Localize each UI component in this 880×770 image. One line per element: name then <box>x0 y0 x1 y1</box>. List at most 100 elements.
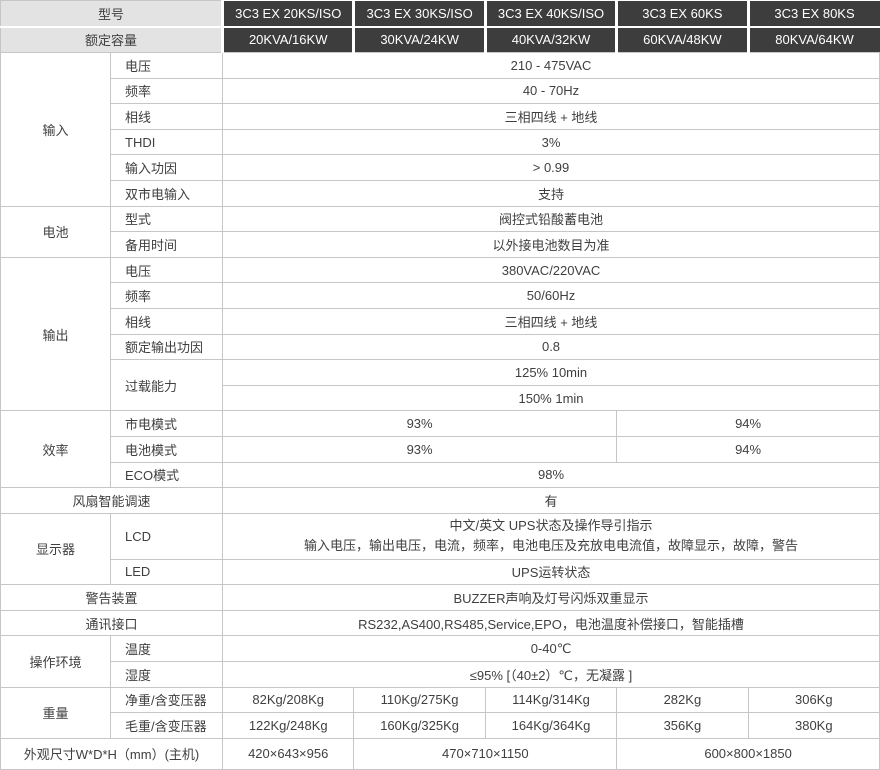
spec-value: 150% 1min <box>222 384 880 412</box>
spec-label: 相线 <box>109 103 224 130</box>
spec-label: 型式 <box>109 205 224 233</box>
spec-value: 93% <box>222 435 618 463</box>
lcd-description: 中文/英文 UPS状态及操作导引指示 输入电压，输出电压，电流，频率，电池电压及… <box>222 512 880 560</box>
section-label-output: 输出 <box>0 256 111 412</box>
table-row: THDI 3% <box>1 128 880 156</box>
spec-label: 电压 <box>109 256 224 284</box>
weight-cell: 380Kg <box>747 712 880 739</box>
table-row: 湿度 ≤95% [（40±2）℃，无凝露 ] <box>1 661 880 688</box>
spec-value: 三相四线 + 地线 <box>222 307 880 335</box>
table-row: 毛重/含变压器 122Kg/248Kg 160Kg/325Kg 164Kg/36… <box>1 712 880 739</box>
spec-label: 湿度 <box>109 661 224 688</box>
spec-value: 94% <box>616 410 880 437</box>
table-row: 双市电输入 支持 <box>1 179 880 207</box>
section-label-weight: 重量 <box>0 686 111 739</box>
spec-label: 备用时间 <box>109 231 224 258</box>
spec-value: 93% <box>222 410 618 437</box>
capacity-cell: 80KVA/64KW <box>746 26 880 53</box>
weight-cell: 282Kg <box>616 686 749 714</box>
lcd-description-line2: 输入电压，输出电压，电流，频率，电池电压及充放电电流值，故障显示，故障，警告 <box>304 538 799 554</box>
table-row: 电池 型式 阀控式铅酸蓄电池 <box>0 205 880 258</box>
weight-cell: 110Kg/275Kg <box>353 686 486 714</box>
spec-value: 50/60Hz <box>222 282 880 309</box>
spec-value: 210 - 475VAC <box>222 52 880 79</box>
table-row: 频率 50/60Hz <box>1 282 880 309</box>
capacity-cell: 60KVA/48KW <box>615 26 749 53</box>
table-row: 过载能力 125% 10min <box>1 359 880 412</box>
spec-value: 98% <box>222 461 880 489</box>
spec-value: 以外接电池数目为准 <box>222 231 880 258</box>
table-row: 输入功因 > 0.99 <box>1 154 880 181</box>
dimension-cell: 600×800×1850 <box>616 737 880 770</box>
spec-label: 电压 <box>109 52 224 79</box>
section-label-efficiency: 效率 <box>0 410 111 489</box>
table-row: 电池模式 93% 94% <box>1 435 880 463</box>
model-name-cell: 3C3 EX 20KS/ISO <box>221 0 354 28</box>
spec-label: 温度 <box>109 635 224 663</box>
table-row: 操作环境 温度 0-40℃ <box>0 635 880 688</box>
spec-label: THDI <box>109 128 224 156</box>
spec-value: 有 <box>222 487 880 514</box>
table-row: 外观尺寸W*D*H（mm）(主机) 420×643×956 470×710×11… <box>0 737 880 770</box>
capacity-cell: 30KVA/24KW <box>352 26 486 53</box>
spec-value: 0-40℃ <box>222 635 880 663</box>
spec-label: 毛重/含变压器 <box>109 712 224 739</box>
spec-value: 支持 <box>222 179 880 207</box>
table-row: 150% 1min <box>1 384 880 412</box>
spec-value: 125% 10min <box>222 359 880 386</box>
model-name-cell: 3C3 EX 80KS <box>746 0 880 28</box>
spec-label: 相线 <box>109 307 224 335</box>
spec-label: 频率 <box>109 77 224 105</box>
spec-label: 市电模式 <box>109 410 224 437</box>
spec-value: ≤95% [（40±2）℃，无凝露 ] <box>222 661 880 688</box>
spec-label: 输入功因 <box>109 154 224 181</box>
table-row: 显示器 LCD 中文/英文 UPS状态及操作导引指示 输入电压，输出电压，电流，… <box>0 512 880 586</box>
weight-cell: 122Kg/248Kg <box>222 712 355 739</box>
spec-label: 双市电输入 <box>109 179 224 207</box>
table-row: LED UPS运转状态 <box>1 558 880 586</box>
row-label-fan: 风扇智能调速 <box>0 487 224 514</box>
row-label-dimensions: 外观尺寸W*D*H（mm）(主机) <box>0 737 224 770</box>
model-name-cell: 3C3 EX 60KS <box>615 0 749 28</box>
spec-value: 阀控式铅酸蓄电池 <box>222 205 880 233</box>
table-row: 相线 三相四线 + 地线 <box>1 307 880 335</box>
spec-value: 3% <box>222 128 880 156</box>
spec-label: ECO模式 <box>109 461 224 489</box>
model-row-label: 型号 <box>0 0 225 28</box>
capacity-row-label: 额定容量 <box>0 26 225 53</box>
spec-value: UPS运转状态 <box>222 558 880 586</box>
table-row: 重量 净重/含变压器 82Kg/208Kg 110Kg/275Kg 114Kg/… <box>0 686 880 739</box>
table-row: 备用时间 以外接电池数目为准 <box>1 231 880 258</box>
section-label-display: 显示器 <box>0 512 111 586</box>
table-row: 额定输出功因 0.8 <box>1 333 880 361</box>
capacity-cell: 20KVA/16KW <box>221 26 354 53</box>
model-name-cell: 3C3 EX 40KS/ISO <box>483 0 617 28</box>
row-label-alarm: 警告装置 <box>0 584 224 611</box>
model-name-cell: 3C3 EX 30KS/ISO <box>352 0 486 28</box>
section-label-battery: 电池 <box>0 205 111 258</box>
table-row: ECO模式 98% <box>1 461 880 489</box>
weight-cell: 82Kg/208Kg <box>222 686 355 714</box>
model-row: 型号 3C3 EX 20KS/ISO 3C3 EX 30KS/ISO 3C3 E… <box>0 0 880 28</box>
table-row: 效率 市电模式 93% 94% <box>0 410 880 489</box>
capacity-cell: 40KVA/32KW <box>483 26 617 53</box>
table-row: 风扇智能调速 有 <box>0 487 880 514</box>
spec-value: 40 - 70Hz <box>222 77 880 105</box>
spec-label: LED <box>109 558 224 586</box>
spec-label: 频率 <box>109 282 224 309</box>
table-row: 输入 电压 210 - 475VAC <box>0 52 880 207</box>
capacity-row: 额定容量 20KVA/16KW 30KVA/24KW 40KVA/32KW 60… <box>0 26 880 53</box>
spec-value: > 0.99 <box>222 154 880 181</box>
spec-value: RS232,AS400,RS485,Service,EPO，电池温度补偿接口，智… <box>222 609 880 637</box>
row-label-comm: 通讯接口 <box>0 609 224 637</box>
lcd-description-line1: 中文/英文 UPS状态及操作导引指示 <box>449 518 653 534</box>
spec-label: LCD <box>109 512 224 560</box>
spec-label-overload: 过载能力 <box>109 359 224 412</box>
spec-value: BUZZER声响及灯号闪烁双重显示 <box>222 584 880 611</box>
section-label-environment: 操作环境 <box>0 635 111 688</box>
spec-value: 0.8 <box>222 333 880 361</box>
table-row: 警告装置 BUZZER声响及灯号闪烁双重显示 <box>0 584 880 611</box>
weight-cell: 160Kg/325Kg <box>353 712 486 739</box>
dimension-cell: 470×710×1150 <box>353 737 618 770</box>
